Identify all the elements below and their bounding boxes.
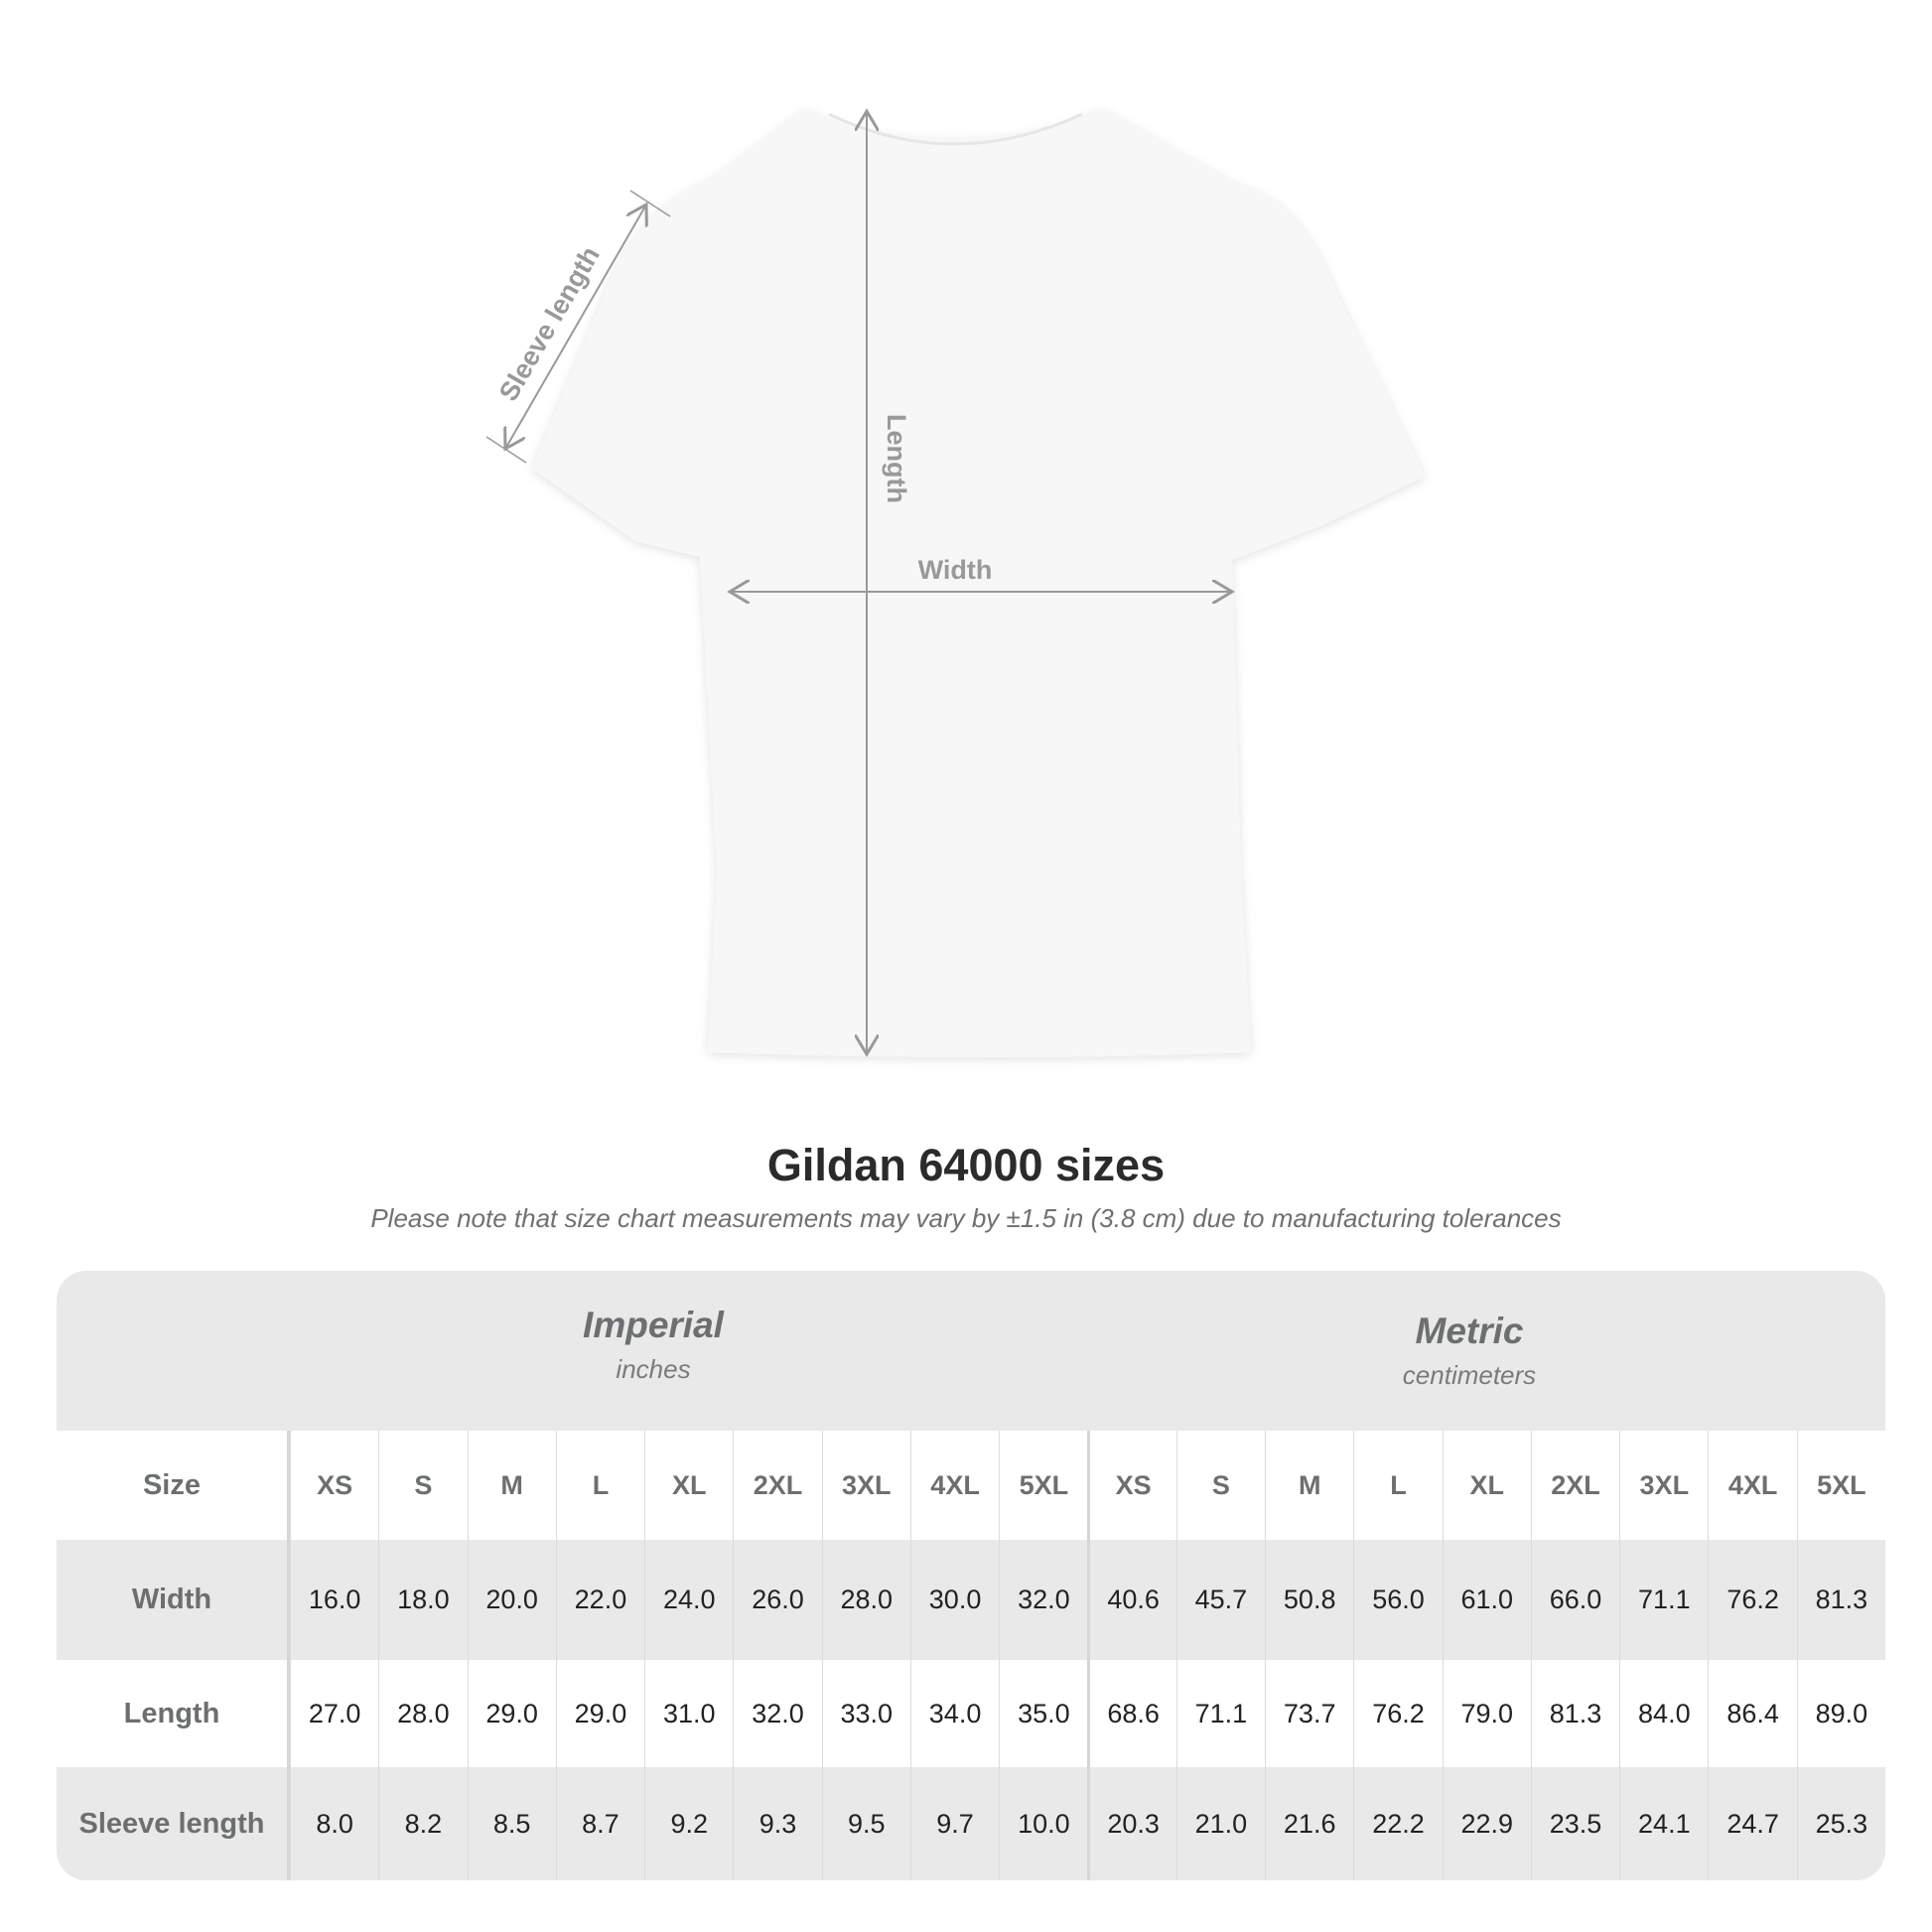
table-cell: 9.3: [733, 1767, 821, 1880]
unit-header: Imperial inches Metric centimeters: [57, 1271, 1885, 1431]
table-cell: 76.2: [1708, 1540, 1796, 1660]
table-cell: 68.6: [1087, 1660, 1175, 1767]
table-row: Width 16.0 18.0 20.0 22.0 24.0 26.0 28.0 30.0 32.…: [57, 1540, 1885, 1660]
table-cell: 5XL: [999, 1431, 1087, 1540]
table-cell: 56.0: [1353, 1540, 1442, 1660]
table-cell: 84.0: [1619, 1660, 1708, 1767]
table-cell: 18.0: [378, 1540, 467, 1660]
table-cell: 4XL: [909, 1431, 999, 1540]
table-cell: 5XL: [1796, 1431, 1885, 1540]
table-cell: 21.0: [1175, 1767, 1265, 1880]
tolerance-note: Please note that size chart measurements…: [370, 1203, 1562, 1233]
row-label: Sleeve length: [57, 1767, 290, 1880]
table-cell: 86.4: [1708, 1660, 1796, 1767]
table-cell: 27.0: [289, 1660, 378, 1767]
table-cell: 24.7: [1708, 1767, 1796, 1880]
table-row: Sleeve length 8.0 8.2 8.5 8.7 9.2 9.3 9.5 9.7 10.…: [57, 1767, 1885, 1880]
table-cell: 10.0: [999, 1767, 1087, 1880]
table-cell: 79.0: [1442, 1660, 1531, 1767]
table-cell: 24.0: [644, 1540, 733, 1660]
length-label: Length: [882, 414, 911, 503]
table-cell: 76.2: [1353, 1660, 1442, 1767]
table-cell: 8.7: [555, 1767, 644, 1880]
table-cell: 9.7: [909, 1767, 999, 1880]
row-label: Length: [57, 1660, 290, 1767]
table-cell: M: [467, 1431, 556, 1540]
table-cell: 33.0: [821, 1660, 910, 1767]
imperial-header: Imperial inches: [583, 1305, 724, 1384]
table-cell: 73.7: [1265, 1660, 1353, 1767]
table-cell: 45.7: [1175, 1540, 1265, 1660]
table-cell: S: [1175, 1431, 1265, 1540]
table-row: Length 27.0 28.0 29.0 29.0 31.0 32.0 33.0 34.0 35…: [57, 1660, 1885, 1767]
table-cell: 32.0: [999, 1540, 1087, 1660]
table-cell: 29.0: [555, 1660, 644, 1767]
table-cell: 22.9: [1442, 1767, 1531, 1880]
table-cell: 71.1: [1619, 1540, 1708, 1660]
table-cell: 29.0: [467, 1660, 556, 1767]
table-cell: 8.0: [289, 1767, 378, 1880]
table-cell: 16.0: [289, 1540, 378, 1660]
table-cell: 3XL: [1619, 1431, 1708, 1540]
table-cell: 28.0: [821, 1540, 910, 1660]
table-cell: 8.5: [467, 1767, 556, 1880]
table-cell: 2XL: [733, 1431, 821, 1540]
table-cell: XL: [1442, 1431, 1531, 1540]
table-cell: 20.0: [467, 1540, 556, 1660]
table-cell: 24.1: [1619, 1767, 1708, 1880]
row-label: Width: [57, 1540, 290, 1660]
sleeve-arrow: [505, 205, 646, 449]
table-cell: 89.0: [1796, 1660, 1885, 1767]
table-cell: L: [1353, 1431, 1442, 1540]
table-cell: 32.0: [733, 1660, 821, 1767]
table-cell: 21.6: [1265, 1767, 1353, 1880]
table-cell: 34.0: [909, 1660, 999, 1767]
table-cell: 40.6: [1087, 1540, 1175, 1660]
table-cell: 35.0: [999, 1660, 1087, 1767]
table-cell: 28.0: [378, 1660, 467, 1767]
width-label: Width: [918, 555, 993, 585]
table-cell: S: [378, 1431, 467, 1540]
metric-header: Metric centimeters: [1402, 1311, 1537, 1390]
table-cell: 9.2: [644, 1767, 733, 1880]
size-header-row: Size XS S M L XL 2XL 3XL 4XL 5XL XS S M L XL 2XL 3XL 4XL 5…: [57, 1431, 1885, 1540]
table-cell: 50.8: [1265, 1540, 1353, 1660]
table-cell: 2XL: [1530, 1431, 1619, 1540]
page-title: Gildan 64000 sizes: [766, 1140, 1166, 1190]
table-cell: 26.0: [733, 1540, 821, 1660]
tshirt-diagram: Length Width Sleeve length: [485, 0, 1425, 1057]
table-cell: 30.0: [909, 1540, 999, 1660]
table-cell: 3XL: [821, 1431, 910, 1540]
table-cell: 81.3: [1530, 1660, 1619, 1767]
table-cell: 23.5: [1530, 1767, 1619, 1880]
table-cell: 31.0: [644, 1660, 733, 1767]
table-cell: 66.0: [1530, 1540, 1619, 1660]
size-table: Imperial inches Metric centimeters Size X…: [57, 1271, 1885, 1880]
table-cell: 4XL: [1708, 1431, 1796, 1540]
table-cell: XS: [1087, 1431, 1175, 1540]
table-cell: 81.3: [1796, 1540, 1885, 1660]
table-cell: 61.0: [1442, 1540, 1531, 1660]
table-cell: 22.2: [1353, 1767, 1442, 1880]
table-cell: M: [1265, 1431, 1353, 1540]
table-cell: 22.0: [555, 1540, 644, 1660]
row-label: Size: [57, 1431, 290, 1540]
table-cell: 71.1: [1175, 1660, 1265, 1767]
table-cell: L: [555, 1431, 644, 1540]
table-cell: XL: [644, 1431, 733, 1540]
table-cell: 8.2: [378, 1767, 467, 1880]
table-cell: XS: [289, 1431, 378, 1540]
table-cell: 25.3: [1796, 1767, 1885, 1880]
table-cell: 20.3: [1087, 1767, 1175, 1880]
table-cell: 9.5: [821, 1767, 910, 1880]
